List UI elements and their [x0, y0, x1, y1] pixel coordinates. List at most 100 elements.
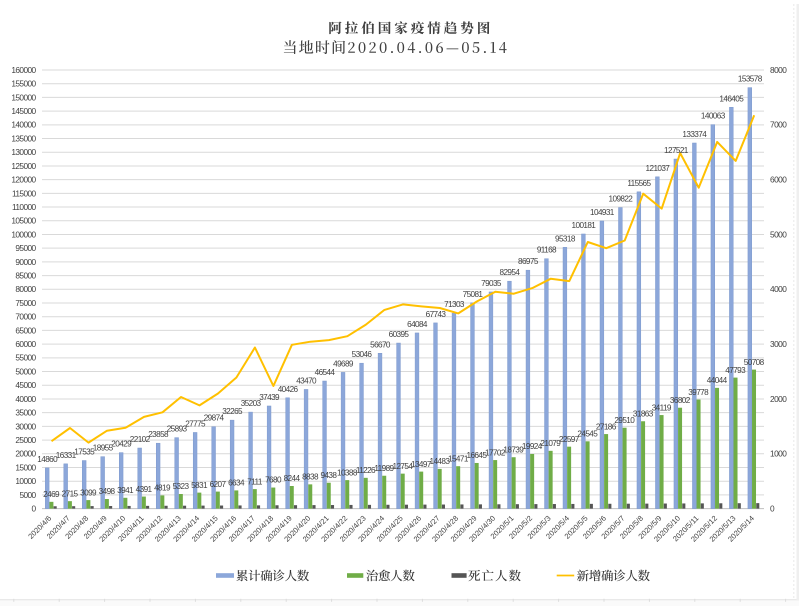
- svg-text:44044: 44044: [707, 376, 728, 385]
- svg-text:145000: 145000: [11, 106, 36, 116]
- svg-text:17535: 17535: [74, 448, 95, 457]
- svg-text:14860: 14860: [37, 455, 58, 464]
- svg-text:109822: 109822: [609, 195, 634, 204]
- svg-text:60395: 60395: [389, 330, 410, 339]
- svg-text:30000: 30000: [15, 421, 36, 431]
- svg-text:6634: 6634: [228, 479, 245, 488]
- svg-text:85000: 85000: [15, 270, 36, 280]
- svg-text:67743: 67743: [426, 310, 447, 319]
- svg-text:7680: 7680: [265, 476, 282, 485]
- svg-text:2000: 2000: [770, 394, 787, 404]
- svg-text:105000: 105000: [11, 216, 36, 226]
- svg-text:18739: 18739: [503, 445, 524, 454]
- svg-text:0: 0: [770, 504, 775, 514]
- svg-text:7000: 7000: [770, 120, 787, 130]
- svg-text:5000: 5000: [770, 229, 787, 239]
- svg-text:60000: 60000: [15, 339, 36, 349]
- svg-text:40000: 40000: [15, 394, 36, 404]
- svg-text:6207: 6207: [210, 480, 227, 489]
- svg-text:32265: 32265: [222, 407, 243, 416]
- svg-text:16331: 16331: [56, 451, 77, 460]
- svg-text:50708: 50708: [744, 358, 765, 367]
- svg-text:110000: 110000: [12, 202, 36, 212]
- svg-text:8000: 8000: [770, 65, 787, 75]
- svg-text:100000: 100000: [11, 229, 36, 239]
- svg-text:34119: 34119: [652, 403, 672, 412]
- svg-text:90000: 90000: [15, 257, 36, 267]
- svg-text:95000: 95000: [15, 243, 36, 253]
- svg-text:39778: 39778: [688, 388, 709, 397]
- svg-text:153578: 153578: [738, 75, 763, 84]
- svg-text:12754: 12754: [393, 462, 414, 471]
- svg-text:22597: 22597: [559, 435, 580, 444]
- svg-text:140000: 140000: [11, 120, 36, 130]
- svg-text:3498: 3498: [99, 487, 116, 496]
- svg-text:8244: 8244: [284, 474, 301, 483]
- svg-text:135000: 135000: [11, 133, 36, 143]
- svg-text:15471: 15471: [448, 454, 469, 463]
- svg-text:104931: 104931: [590, 208, 615, 217]
- svg-text:11226: 11226: [356, 466, 376, 475]
- svg-text:160000: 160000: [11, 65, 36, 75]
- svg-text:120000: 120000: [11, 175, 36, 185]
- svg-text:9438: 9438: [320, 471, 337, 480]
- svg-text:29874: 29874: [204, 414, 225, 423]
- svg-text:4819: 4819: [154, 484, 171, 493]
- svg-text:6000: 6000: [770, 175, 787, 185]
- svg-text:70000: 70000: [15, 312, 36, 322]
- svg-text:133374: 133374: [682, 130, 707, 139]
- svg-text:43470: 43470: [296, 376, 317, 385]
- svg-text:49689: 49689: [333, 359, 354, 368]
- svg-text:10000: 10000: [15, 476, 36, 486]
- svg-text:91168: 91168: [537, 246, 557, 255]
- svg-text:82954: 82954: [500, 268, 521, 277]
- svg-text:4000: 4000: [770, 284, 787, 294]
- svg-text:22102: 22102: [130, 435, 151, 444]
- svg-text:100181: 100181: [572, 221, 597, 230]
- svg-text:3000: 3000: [770, 339, 787, 349]
- svg-text:3099: 3099: [80, 488, 97, 497]
- svg-text:14483: 14483: [430, 457, 451, 466]
- svg-text:45000: 45000: [15, 380, 36, 390]
- svg-text:7111: 7111: [247, 477, 263, 486]
- svg-text:3941: 3941: [117, 486, 134, 495]
- svg-text:31863: 31863: [633, 410, 654, 419]
- svg-text:21079: 21079: [540, 439, 561, 448]
- svg-text:36802: 36802: [670, 396, 691, 405]
- svg-text:8838: 8838: [302, 473, 319, 482]
- svg-text:17702: 17702: [485, 448, 506, 457]
- svg-text:40426: 40426: [278, 385, 299, 394]
- svg-text:150000: 150000: [11, 92, 36, 102]
- svg-text:95318: 95318: [555, 234, 576, 243]
- svg-text:55000: 55000: [15, 353, 36, 363]
- svg-text:115000: 115000: [12, 188, 36, 198]
- svg-text:125000: 125000: [11, 161, 36, 171]
- svg-text:16645: 16645: [467, 451, 488, 460]
- svg-text:155000: 155000: [11, 79, 36, 89]
- svg-text:115565: 115565: [627, 179, 651, 188]
- svg-text:25000: 25000: [15, 435, 36, 445]
- svg-text:4391: 4391: [136, 485, 153, 494]
- svg-text:18955: 18955: [93, 444, 114, 453]
- svg-text:64084: 64084: [407, 320, 428, 329]
- svg-text:65000: 65000: [15, 325, 36, 335]
- svg-text:15000: 15000: [15, 462, 36, 472]
- svg-text:23858: 23858: [148, 430, 169, 439]
- svg-text:71303: 71303: [444, 300, 465, 309]
- svg-text:80000: 80000: [15, 284, 36, 294]
- svg-text:13497: 13497: [411, 460, 432, 469]
- svg-text:29510: 29510: [614, 416, 635, 425]
- svg-text:2469: 2469: [43, 490, 60, 499]
- svg-text:130000: 130000: [11, 147, 36, 157]
- svg-text:75000: 75000: [15, 298, 36, 308]
- svg-text:53046: 53046: [352, 350, 373, 359]
- svg-text:11989: 11989: [374, 464, 394, 473]
- svg-text:56670: 56670: [370, 340, 391, 349]
- svg-text:121037: 121037: [646, 164, 671, 173]
- svg-text:19924: 19924: [522, 442, 543, 451]
- svg-text:140063: 140063: [701, 112, 726, 121]
- svg-text:127521: 127521: [664, 146, 689, 155]
- svg-text:1000: 1000: [770, 449, 787, 459]
- svg-text:50000: 50000: [15, 366, 36, 376]
- svg-text:35000: 35000: [15, 408, 36, 418]
